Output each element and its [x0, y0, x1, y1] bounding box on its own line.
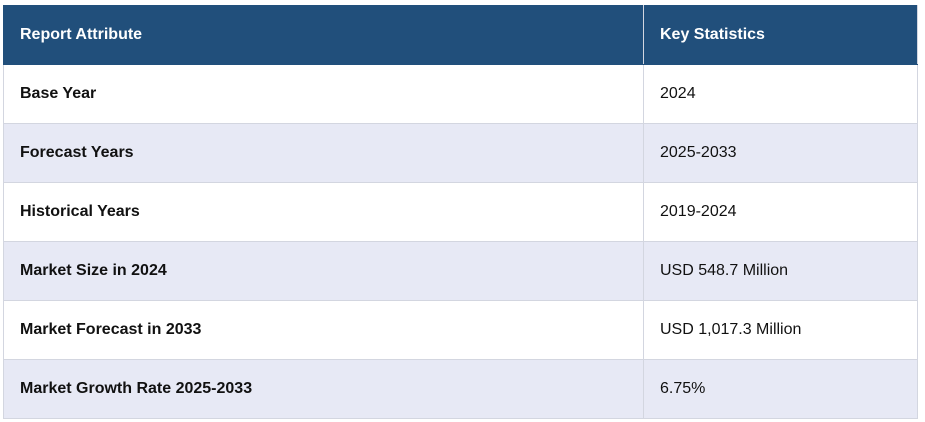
header-cell: Report Attribute [3, 5, 644, 65]
table-row: Market Size in 2024 USD 548.7 Million [3, 241, 918, 301]
table-row: Base Year 2024 [3, 64, 918, 124]
value-cell: 2024 [643, 64, 918, 124]
attribute-cell: Market Size in 2024 [3, 241, 644, 301]
attribute-cell: Market Growth Rate 2025-2033 [3, 359, 644, 419]
attribute-cell: Historical Years [3, 182, 644, 242]
header-cell: Key Statistics [643, 5, 918, 65]
table-row: Forecast Years 2025-2033 [3, 123, 918, 183]
header-row: Report Attribute Key Statistics [3, 5, 918, 65]
value-cell: 2025-2033 [643, 123, 918, 183]
statistics-table: Report Attribute Key Statistics Base Year… [3, 5, 918, 419]
attribute-cell: Forecast Years [3, 123, 644, 183]
attribute-cell: Base Year [3, 64, 644, 124]
table-row: Historical Years 2019-2024 [3, 182, 918, 242]
value-cell: USD 548.7 Million [643, 241, 918, 301]
table-container: Report Attribute Key Statistics Base Year… [3, 5, 918, 419]
value-cell: 2019-2024 [643, 182, 918, 242]
table-row: Market Growth Rate 2025-2033 6.75% [3, 359, 918, 419]
value-cell: 6.75% [643, 359, 918, 419]
table-row: Market Forecast in 2033 USD 1,017.3 Milli… [3, 300, 918, 360]
value-cell: USD 1,017.3 Million [643, 300, 918, 360]
attribute-cell: Market Forecast in 2033 [3, 300, 644, 360]
